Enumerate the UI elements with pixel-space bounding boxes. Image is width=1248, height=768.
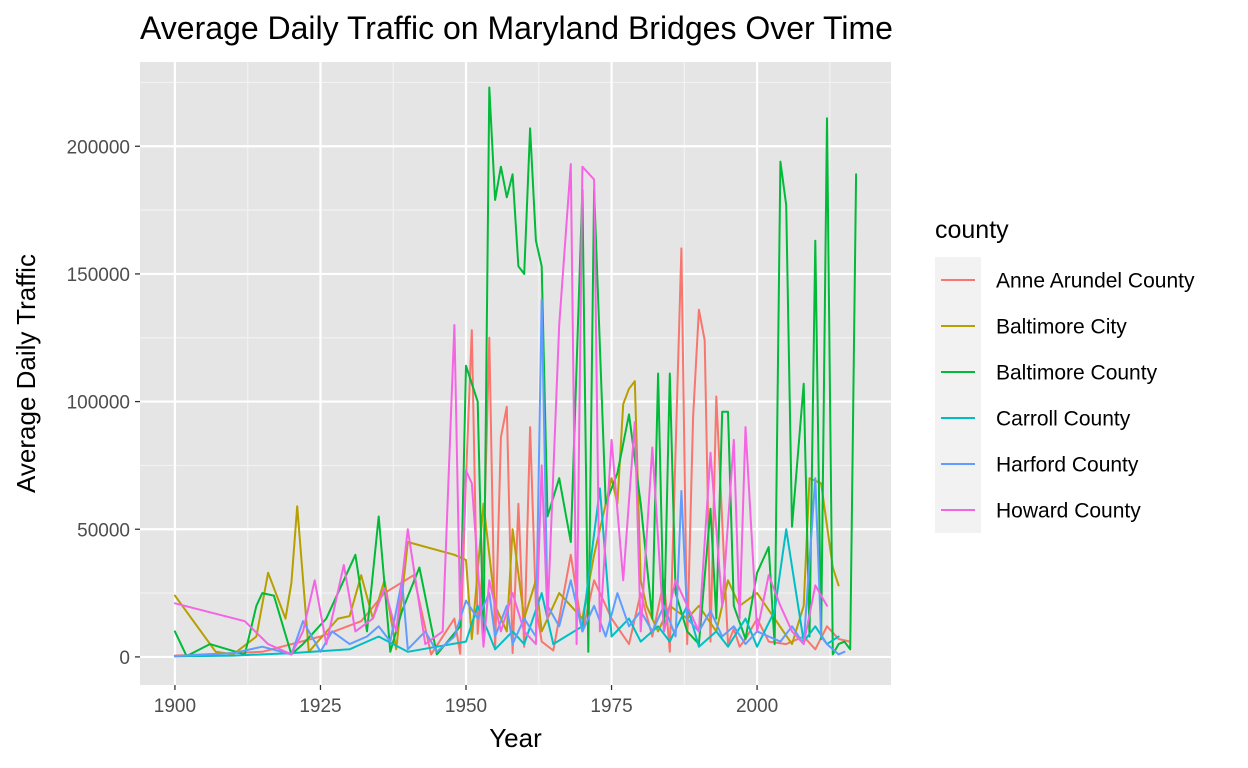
- x-tick-label: 1975: [590, 696, 632, 717]
- series-line-5: [173, 163, 828, 656]
- legend: county Anne Arundel County Baltimore City…: [935, 216, 1195, 533]
- legend-items: Anne Arundel County Baltimore City Baltimo…: [935, 257, 1195, 533]
- chart-title: Average Daily Traffic on Maryland Bridge…: [140, 10, 893, 46]
- series-lines: [173, 86, 858, 658]
- legend-label: Baltimore County: [996, 362, 1158, 385]
- series-line-1: [173, 380, 840, 656]
- series-line-4: [173, 298, 846, 658]
- legend-label: Harford County: [996, 454, 1139, 477]
- y-tick-label: 150000: [67, 265, 130, 286]
- y-axis-title: Average Daily Traffic: [11, 254, 41, 493]
- major-gridlines: [140, 62, 891, 685]
- y-tick-label: 100000: [67, 393, 130, 414]
- x-axis-ticks: 1900 1925 1950 1975 2000: [154, 685, 778, 717]
- y-tick-label: 50000: [77, 520, 130, 541]
- x-tick-label: 1950: [445, 696, 487, 717]
- legend-title: county: [935, 216, 1009, 244]
- x-axis-title: Year: [489, 723, 542, 753]
- legend-label: Howard County: [996, 500, 1141, 523]
- y-tick-label: 0: [119, 648, 130, 669]
- y-axis-ticks: 0 50000 100000 150000 200000: [67, 137, 140, 669]
- series-line-2: [173, 86, 858, 658]
- series-line-3: [173, 487, 840, 658]
- y-tick-label: 200000: [67, 137, 130, 158]
- legend-label: Baltimore City: [996, 316, 1127, 339]
- x-tick-label: 1925: [299, 696, 341, 717]
- legend-label: Anne Arundel County: [996, 270, 1195, 293]
- x-tick-label: 1900: [154, 696, 196, 717]
- x-tick-label: 2000: [736, 696, 778, 717]
- legend-label: Carroll County: [996, 408, 1131, 431]
